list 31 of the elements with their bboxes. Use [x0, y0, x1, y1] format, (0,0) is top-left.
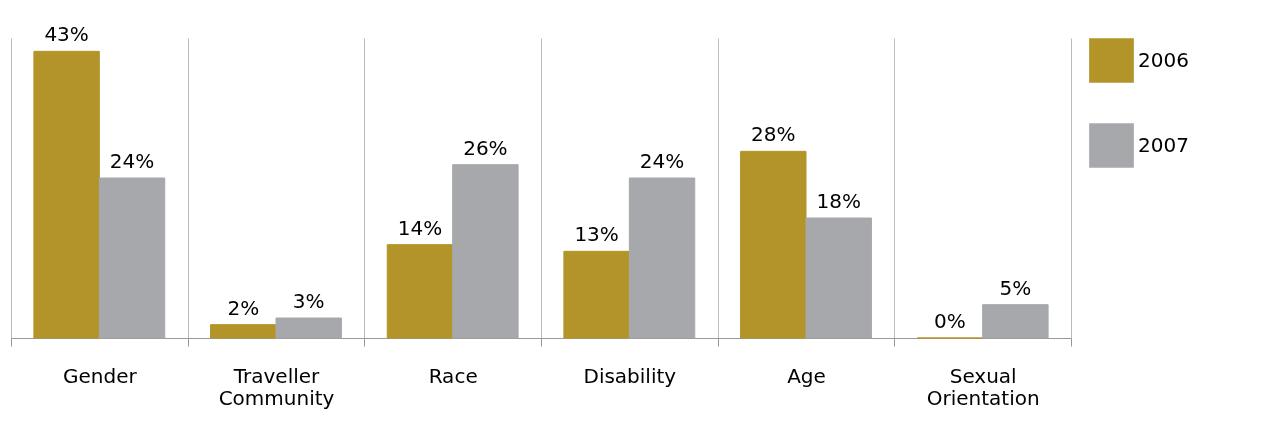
x-tick-label: Traveller Community	[218, 363, 335, 410]
x-tick-label: Disability	[583, 363, 677, 388]
bar	[275, 317, 342, 339]
legend-label: 2006	[1138, 47, 1189, 72]
data-label: 14%	[397, 215, 443, 240]
bar	[563, 250, 630, 339]
data-label: 3%	[292, 289, 325, 313]
bar	[740, 150, 807, 339]
data-label: 24%	[109, 149, 155, 173]
bar	[982, 304, 1049, 339]
data-label: 2%	[227, 295, 260, 320]
data-label: 26%	[463, 135, 508, 160]
bar	[386, 244, 454, 339]
bar	[33, 50, 100, 339]
legend-label: 2007	[1138, 132, 1189, 157]
bar	[452, 164, 519, 339]
bar	[805, 217, 872, 339]
data-label: 24%	[639, 149, 685, 173]
data-label: 28%	[751, 122, 796, 147]
x-tick-label: Race	[428, 363, 478, 388]
x-tick-label: Gender	[62, 363, 138, 388]
bar	[98, 177, 166, 339]
data-label: 43%	[44, 22, 89, 47]
data-label: 5%	[999, 275, 1032, 300]
x-tick-label: Sexual Orientation	[926, 363, 1040, 410]
bar	[210, 324, 277, 339]
data-label: 18%	[816, 189, 861, 213]
data-label: 13%	[574, 222, 619, 247]
x-tick-label: Age	[787, 363, 826, 388]
bar	[628, 177, 696, 339]
data-label: 0%	[934, 309, 966, 333]
